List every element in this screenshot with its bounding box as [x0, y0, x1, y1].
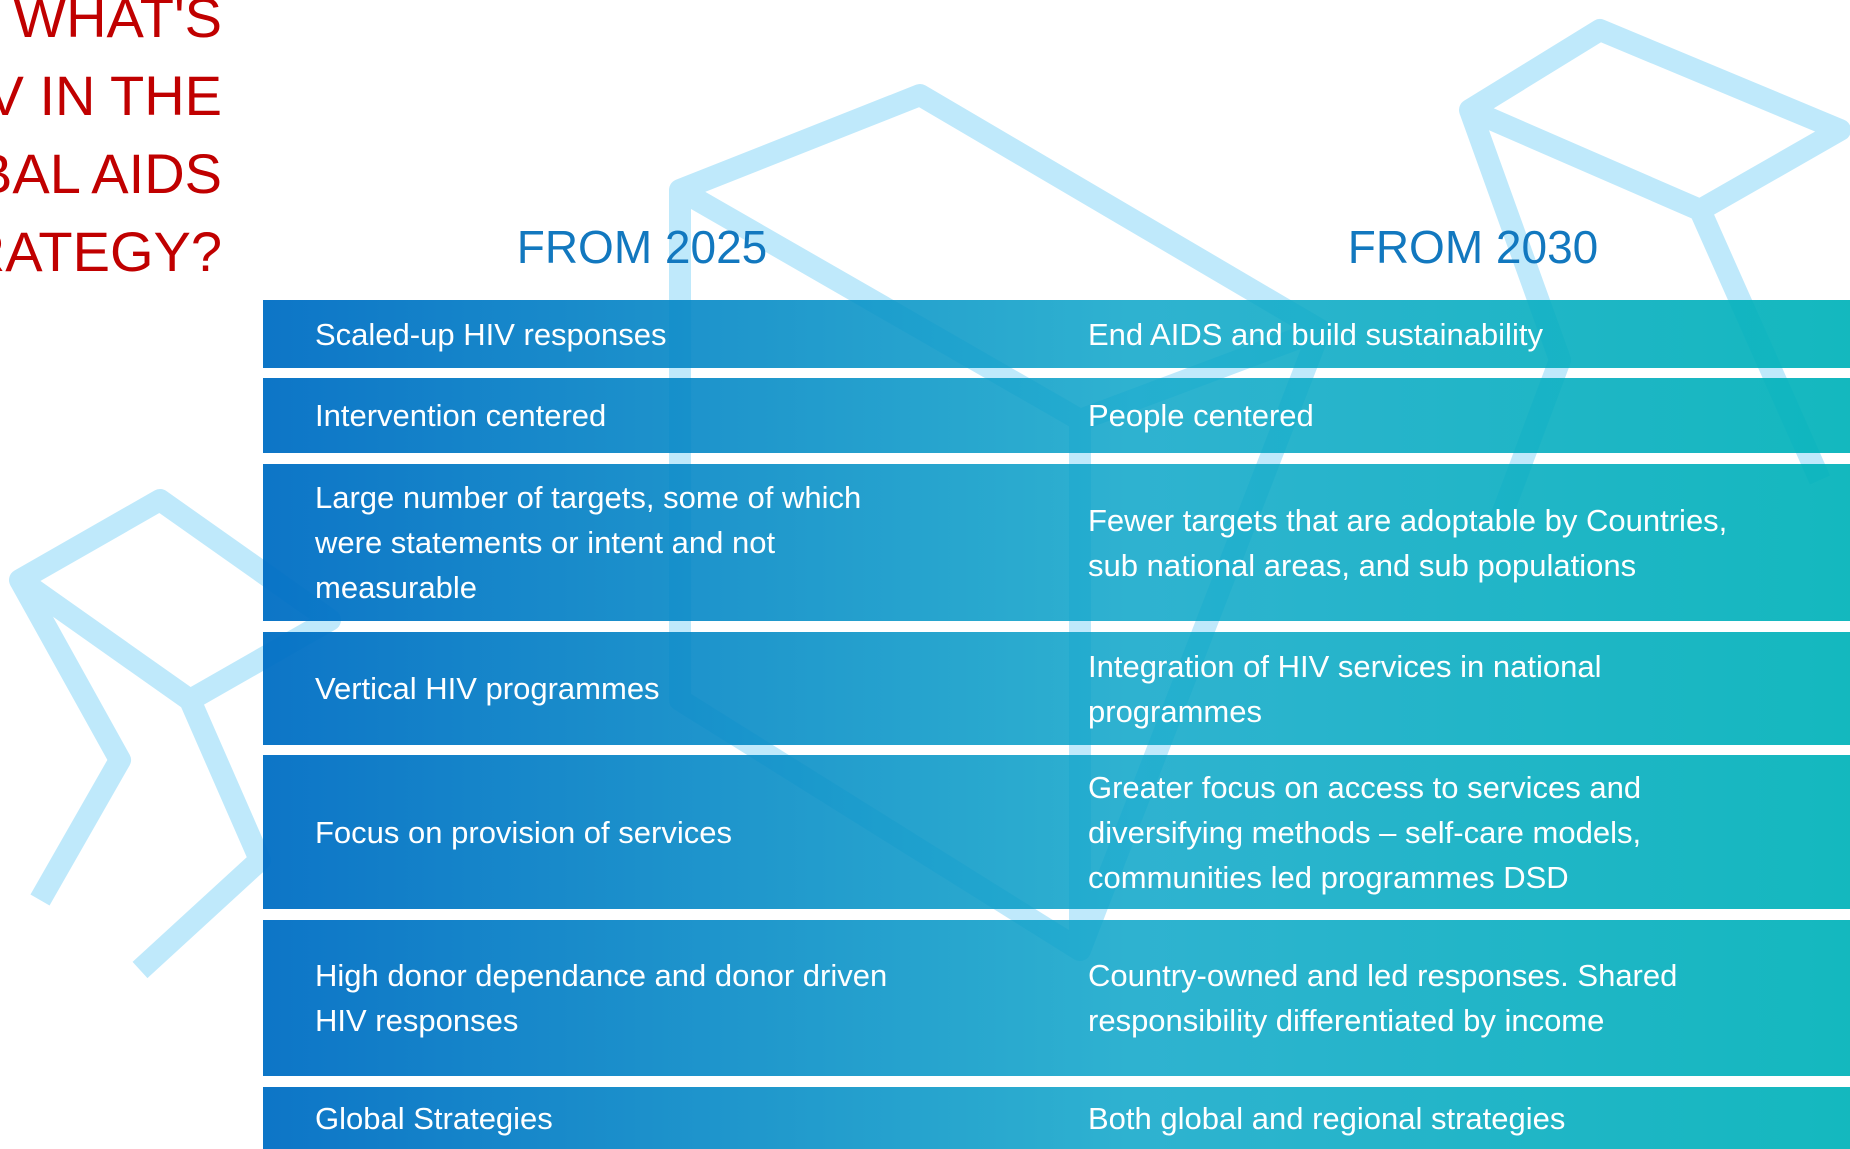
table-cell: Global Strategies: [315, 1100, 553, 1136]
table-row: Scaled-up HIV responses End AIDS and buil…: [263, 300, 1850, 368]
column-header: FROM 2025: [516, 221, 768, 273]
table-cell: Both global and regional strategies: [1088, 1100, 1566, 1136]
table-cell: End AIDS and build sustainability: [1088, 316, 1543, 352]
table-cell: Greater focus on access to services and …: [1088, 769, 1642, 895]
table-cell: High donor dependance and donor driven H…: [315, 958, 888, 1038]
table-row: Global Strategies Both global and regiona…: [263, 1087, 1850, 1149]
column-header: FROM 2030: [1347, 221, 1599, 273]
table-cell: Country-owned and led responses. Shared …: [1088, 958, 1678, 1038]
title-line: RATEGY?: [0, 220, 222, 283]
table-cell: Focus on provision of services: [315, 814, 732, 850]
table-cell: People centered: [1088, 398, 1314, 433]
table-row: Intervention centered People centered: [263, 378, 1850, 453]
table-cell: Large number of targets, some of which w…: [315, 480, 862, 605]
table-cell: Vertical HIV programmes: [315, 671, 660, 706]
table-row: High donor dependance and donor driven H…: [263, 920, 1850, 1076]
title-line: V IN THE: [0, 64, 222, 127]
table-cell: Integration of HIV services in national …: [1088, 648, 1602, 729]
table-row: Vertical HIV programmes Integration of HI…: [263, 632, 1850, 745]
table-cell: Fewer targets that are adoptable by Coun…: [1088, 502, 1728, 583]
title-line: BAL AIDS: [0, 142, 222, 205]
table-row: Focus on provision of services Greater fo…: [263, 755, 1850, 909]
table-row: Large number of targets, some of which w…: [263, 464, 1850, 621]
title-line: WHAT'S: [13, 0, 222, 49]
table-cell: Intervention centered: [315, 398, 607, 433]
table-cell: Scaled-up HIV responses: [315, 316, 667, 352]
